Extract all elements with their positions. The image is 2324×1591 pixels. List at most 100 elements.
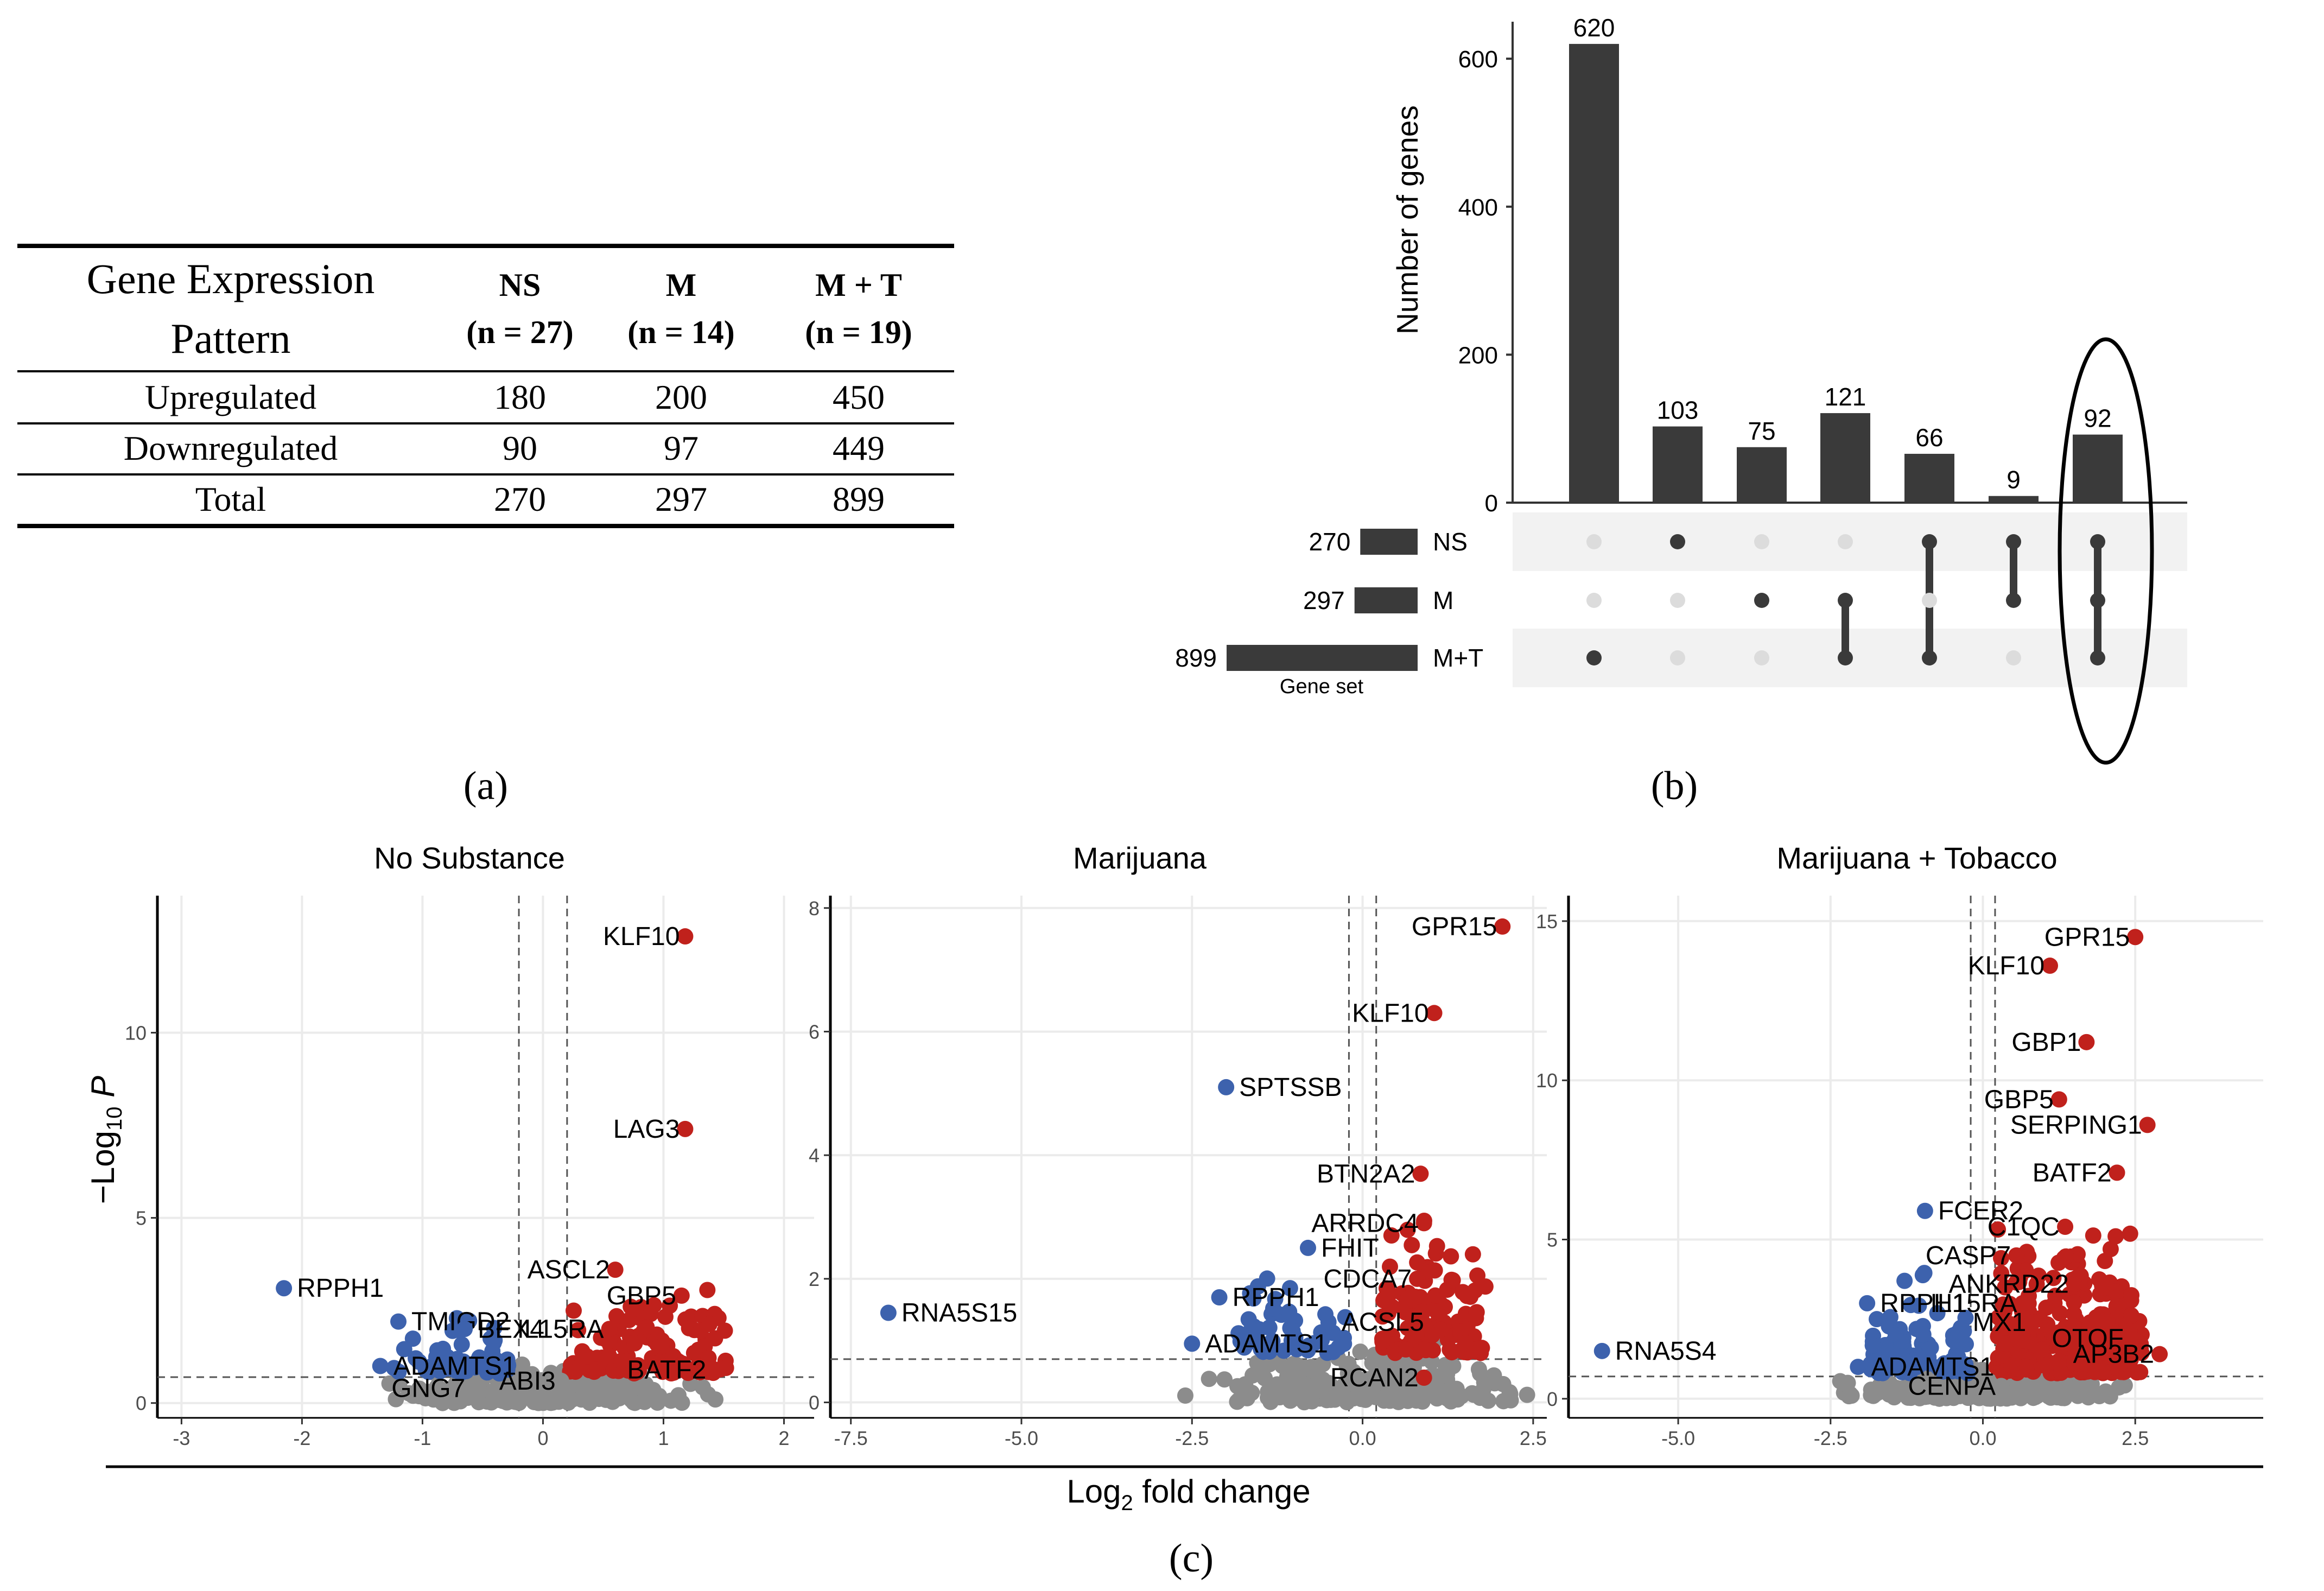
volcano-point (1303, 1359, 1319, 1376)
volcano-point (1404, 1315, 1421, 1332)
labeled-gene-point (2050, 1091, 2067, 1108)
volcano-point (1902, 1297, 1919, 1314)
volcano-point (1404, 1237, 1420, 1253)
volcano-point (1243, 1321, 1260, 1338)
labeled-gene-point (1320, 1314, 1337, 1330)
upset-y-tick-label: 400 (1458, 194, 1498, 221)
gene-label: BEX4 (478, 1315, 544, 1343)
gene-label: SERPING1 (2010, 1111, 2142, 1139)
gene-label: RPPH1 (1233, 1283, 1319, 1312)
volcano-point (1887, 1327, 1904, 1343)
volcano-point (1281, 1280, 1298, 1297)
upset-dot-active (1754, 593, 1769, 608)
volcano-point (1313, 1332, 1330, 1348)
volcano-point (1929, 1305, 1946, 1322)
labeled-gene-point (1412, 1165, 1429, 1182)
volcano-point (419, 1360, 436, 1377)
table-col-mt-name: M + T (815, 267, 902, 303)
volcano-axes: -7.5 -5.0 -2.5 0.0 2.5 0 2 4 6 8 (809, 896, 1547, 1449)
highlight-ellipse (2058, 337, 2154, 765)
volcano-point (1339, 1376, 1356, 1392)
upset-dot-active (2006, 534, 2021, 549)
volcano-point (1959, 1365, 1976, 1381)
volcano-point (1468, 1304, 1485, 1321)
labeled-gene-point (1426, 1005, 1443, 1022)
volcano-point (2123, 1287, 2140, 1304)
labeled-gene-point (2078, 1034, 2095, 1050)
volcano-point (1455, 1284, 1471, 1301)
volcano-point (657, 1308, 674, 1325)
volcano-point (716, 1322, 733, 1339)
volcano-point (583, 1386, 600, 1403)
volcano-point (1400, 1290, 1417, 1307)
y-tick-label: 15 (1536, 910, 1558, 933)
volcano-point (2072, 1355, 2089, 1372)
volcano-cutoffs (830, 896, 1547, 1418)
volcano-point (1997, 1279, 2014, 1296)
volcano-point (1409, 1254, 1426, 1271)
upset-y-tick-label: 600 (1458, 46, 1498, 73)
labeled-gene-point (1409, 1270, 1426, 1287)
table-row-label: Downregulated (124, 429, 338, 467)
volcano-point (2123, 1307, 2139, 1324)
gene-label: GPR15 (2044, 923, 2130, 952)
volcano-point (512, 1383, 529, 1400)
upset-y-tick-label: 200 (1458, 342, 1498, 369)
volcano-plots: No Substance-3 -2 -1 0 1 20510KLF10LAG3ASCL2G… (125, 841, 2263, 1449)
volcano-y-axis-label: −Log10 P (85, 1076, 126, 1204)
volcano-point (2080, 1334, 2097, 1351)
upset-dot-inactive (2006, 650, 2021, 665)
volcano-point (1383, 1227, 1400, 1244)
y-tick-label: 0 (809, 1392, 820, 1414)
labeled-gene-point (1916, 1202, 1933, 1219)
volcano-title: Marijuana + Tobacco (1776, 841, 2057, 875)
upset-matrix (1586, 534, 2105, 665)
table-cell: 200 (655, 378, 707, 416)
volcano-point (1832, 1373, 1849, 1390)
gene-label: KLF10 (603, 922, 680, 951)
volcano-point (2038, 1300, 2055, 1316)
x-tick-label: 0 (537, 1427, 548, 1449)
volcano-point (1894, 1348, 1910, 1365)
labeled-gene-point (372, 1358, 389, 1374)
labeled-gene-point (677, 928, 694, 945)
labeled-gene-point (456, 1321, 473, 1338)
gene-label: FCER2 (1938, 1197, 2023, 1226)
table-cell: 899 (833, 480, 885, 518)
upset-set-axis-label: Gene set (1280, 675, 1364, 698)
x-tick-label: -7.5 (834, 1427, 868, 1449)
volcano-point (1997, 1335, 2014, 1352)
volcano-title: Marijuana (1073, 841, 1207, 875)
volcano-point (1261, 1319, 1278, 1336)
labeled-gene-point (2023, 1314, 2040, 1331)
upset-dot-active (2090, 593, 2105, 608)
gene-label: IL15RA (517, 1315, 604, 1343)
volcano-point (2045, 1270, 2062, 1286)
gene-label: RCAN2 (1330, 1364, 1419, 1392)
volcano-title: No Substance (374, 841, 565, 875)
gene-label: SPTSSB (1239, 1073, 1342, 1102)
volcano-point (1443, 1248, 1459, 1265)
gene-label: CENPA (1908, 1372, 1996, 1400)
volcano-point (388, 1391, 404, 1408)
gene-label: C1QC (1988, 1213, 2060, 1241)
y-tick-label: 5 (136, 1207, 147, 1229)
y-tick-label: 2 (809, 1268, 820, 1290)
table-cell: 270 (494, 480, 546, 518)
volcano-point (1439, 1365, 1456, 1382)
gene-label: CDCA7 (1323, 1265, 1412, 1294)
volcano-point (638, 1319, 655, 1335)
volcano-point (693, 1322, 709, 1339)
volcano-point (586, 1364, 602, 1380)
gene-label: RNA5S15 (901, 1298, 1017, 1327)
labeled-gene-point (390, 1313, 407, 1330)
x-tick-label: -2.5 (1814, 1427, 1847, 1449)
labeled-gene-point (2120, 1330, 2137, 1347)
volcano-point (2122, 1225, 2138, 1242)
upset-y-ticks: 0 200 400 600 (1458, 46, 1513, 517)
volcano-point (2099, 1313, 2116, 1329)
panel-label-b: (b) (1651, 764, 1698, 808)
gene-label: ABI3 (499, 1367, 556, 1396)
upset-dot-active (1838, 650, 1853, 665)
x-tick-label: -1 (414, 1427, 431, 1449)
